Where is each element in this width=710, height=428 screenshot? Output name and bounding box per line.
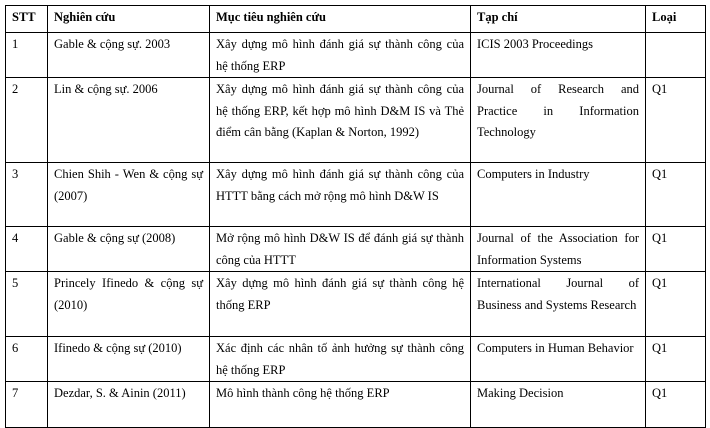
cell: Computers in Industry bbox=[470, 162, 646, 227]
cell: Making Decision bbox=[470, 381, 646, 428]
cell: Xây dựng mô hình đánh giá sự thành công … bbox=[209, 162, 471, 227]
header-cell: Tạp chí bbox=[470, 5, 646, 33]
cell: Journal of the Association for Informati… bbox=[470, 226, 646, 272]
cell: 7 bbox=[5, 381, 48, 428]
header-cell: Nghiên cứu bbox=[47, 5, 210, 33]
cell: Q1 bbox=[645, 226, 706, 272]
row: 1 Gable & cộng sự. 2003 Xây dựng mô hình đ… bbox=[5, 32, 706, 78]
cell: Dezdar, S. & Ainin (2011) bbox=[47, 381, 210, 428]
cell: 1 bbox=[5, 32, 48, 78]
cell: 3 bbox=[5, 162, 48, 227]
cell: Xây dựng mô hình đánh giá sự thành công … bbox=[209, 271, 471, 337]
cell: International Journal of Business and Sy… bbox=[470, 271, 646, 337]
cell: Xác định các nhân tố ảnh hưởng sự thành … bbox=[209, 336, 471, 382]
cell: ICIS 2003 Proceedings bbox=[470, 32, 646, 78]
row: 3 Chien Shih - Wen & cộng sự (2007) Xây dự… bbox=[5, 162, 706, 227]
cell: 6 bbox=[5, 336, 48, 382]
cell: 2 bbox=[5, 77, 48, 163]
cell: Journal of Research and Practice in Info… bbox=[470, 77, 646, 163]
cell: Q1 bbox=[645, 77, 706, 163]
cell bbox=[645, 32, 706, 78]
cell: 5 bbox=[5, 271, 48, 337]
cell: Q1 bbox=[645, 271, 706, 337]
cell: Mở rộng mô hình D&W IS để đánh giá sự th… bbox=[209, 226, 471, 272]
cell: Ifinedo & cộng sự (2010) bbox=[47, 336, 210, 382]
cell: Mô hình thành công hệ thống ERP bbox=[209, 381, 471, 428]
table: STT Nghiên cứu Mục tiêu nghiên cứu Tạp chí L… bbox=[5, 5, 706, 428]
row: 4 Gable & cộng sự (2008) Mở rộng mô hình D… bbox=[5, 226, 706, 272]
row: 6 Ifinedo & cộng sự (2010) Xác định các nh… bbox=[5, 336, 706, 382]
header-cell: Mục tiêu nghiên cứu bbox=[209, 5, 471, 33]
row: 2 Lin & cộng sự. 2006 Xây dựng mô hình đán… bbox=[5, 77, 706, 163]
cell: Q1 bbox=[645, 162, 706, 227]
row: 7 Dezdar, S. & Ainin (2011) Mô hình thành … bbox=[5, 381, 706, 428]
header-row: STT Nghiên cứu Mục tiêu nghiên cứu Tạp chí L… bbox=[5, 5, 706, 33]
cell: Xây dựng mô hình đánh giá sự thành công … bbox=[209, 32, 471, 78]
cell: Chien Shih - Wen & cộng sự (2007) bbox=[47, 162, 210, 227]
cell: Princely Ifinedo & cộng sự (2010) bbox=[47, 271, 210, 337]
cell: Q1 bbox=[645, 381, 706, 428]
header-cell: STT bbox=[5, 5, 48, 33]
cell: Xây dựng mô hình đánh giá sự thành công … bbox=[209, 77, 471, 163]
header-cell: Loại bbox=[645, 5, 706, 33]
cell: Lin & cộng sự. 2006 bbox=[47, 77, 210, 163]
cell: Gable & cộng sự. 2003 bbox=[47, 32, 210, 78]
cell: Q1 bbox=[645, 336, 706, 382]
cell: Computers in Human Behavior bbox=[470, 336, 646, 382]
cell: Gable & cộng sự (2008) bbox=[47, 226, 210, 272]
row: 5 Princely Ifinedo & cộng sự (2010) Xây dự… bbox=[5, 271, 706, 337]
cell: 4 bbox=[5, 226, 48, 272]
